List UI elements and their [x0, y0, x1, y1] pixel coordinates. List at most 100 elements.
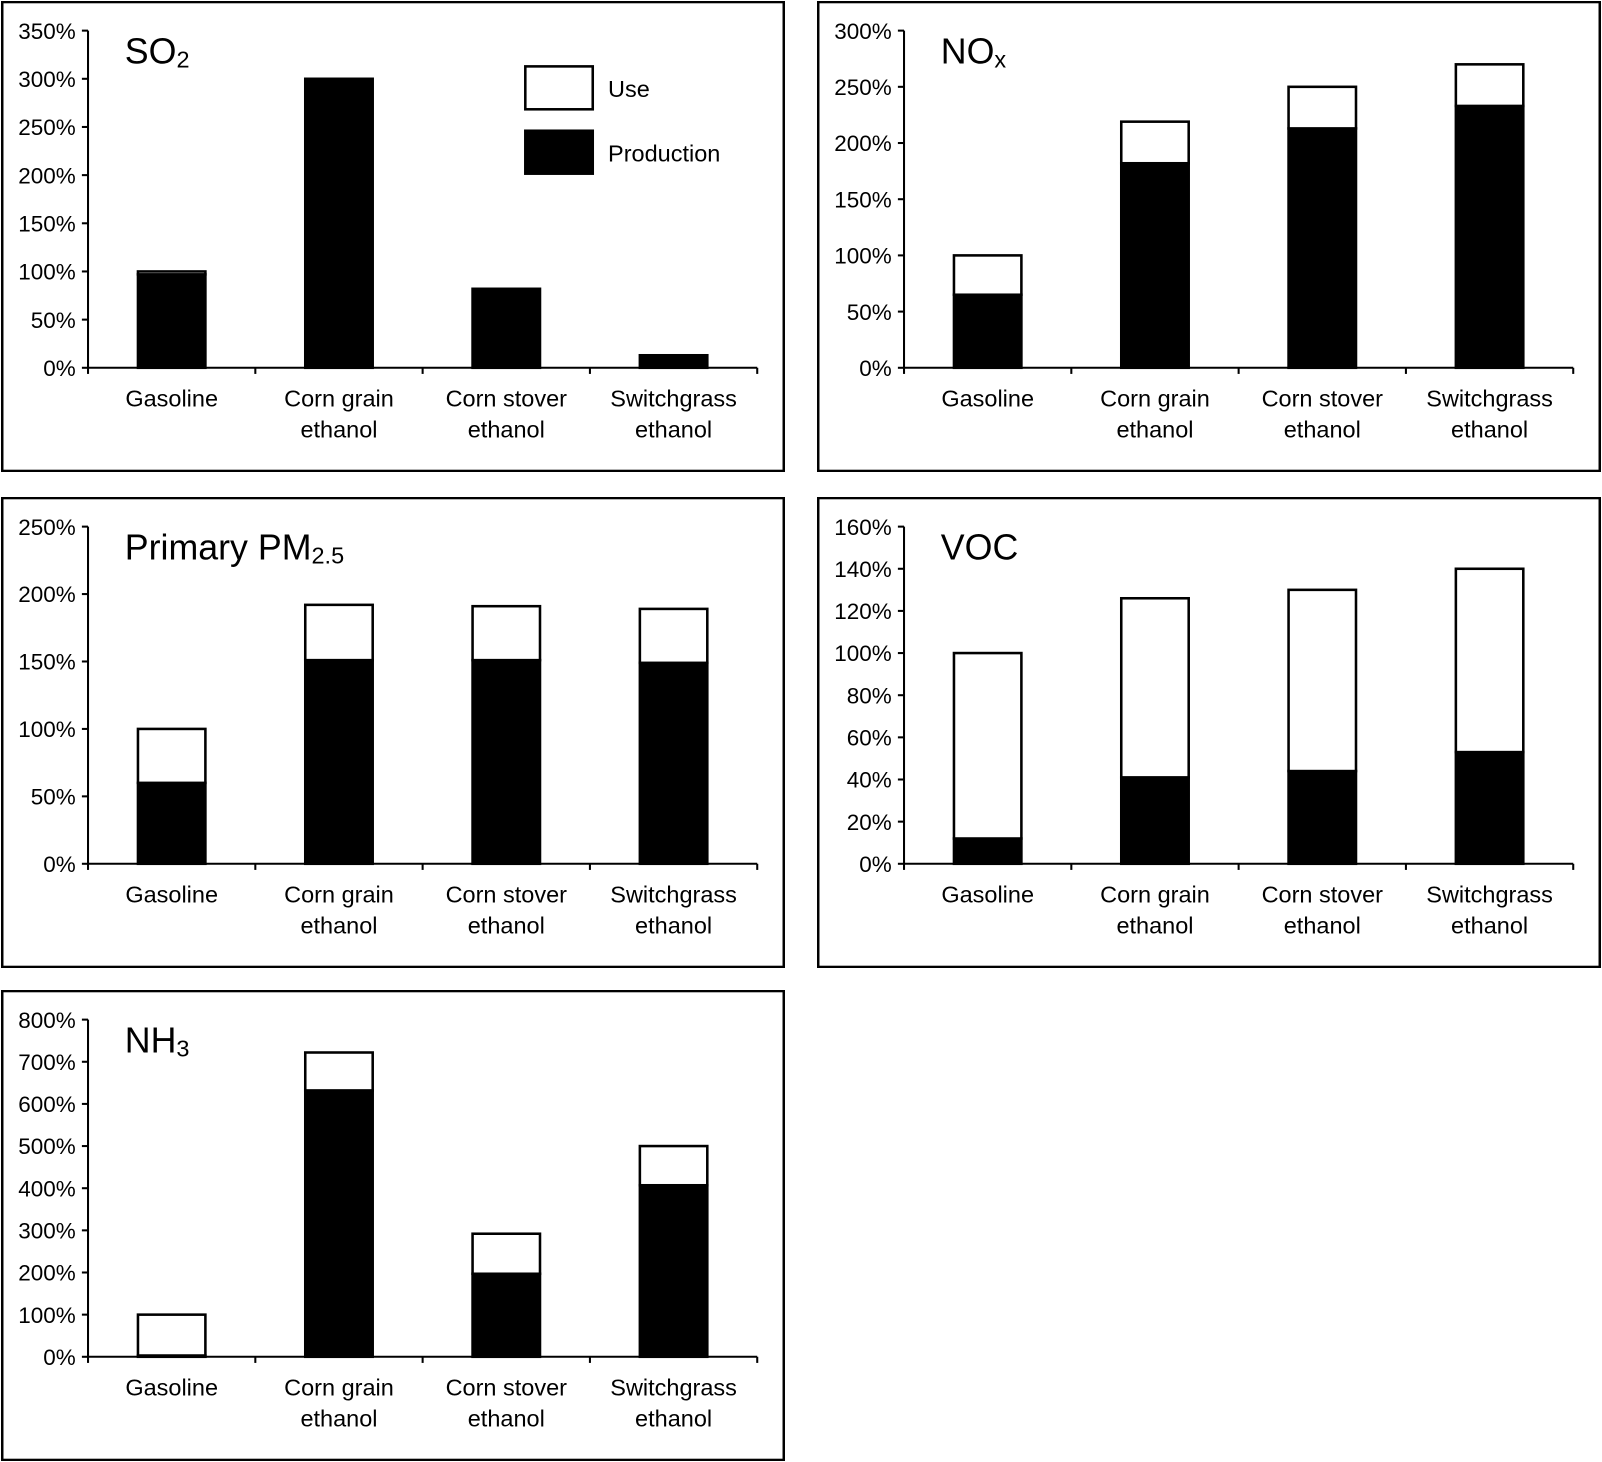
bar-production — [1119, 161, 1190, 370]
bar-use — [303, 1051, 374, 1092]
bar-use — [1119, 596, 1190, 779]
bar-production — [1287, 127, 1358, 370]
bar-production — [638, 353, 709, 370]
x-tick-label: ethanol — [635, 416, 712, 442]
y-tick-label: 150% — [18, 650, 75, 675]
x-tick-label: ethanol — [300, 912, 377, 938]
x-tick-label: Switchgrass — [610, 1375, 737, 1401]
y-tick-label: 160% — [834, 515, 891, 540]
x-tick-label: Corn grain — [284, 1375, 394, 1401]
bar-use — [952, 254, 1023, 297]
y-tick-label: 250% — [18, 115, 75, 140]
y-tick-label: 600% — [18, 1092, 75, 1117]
bar-production — [471, 658, 542, 866]
x-tick-label: Corn grain — [284, 386, 394, 412]
bar-use — [471, 1232, 542, 1276]
y-tick-label: 500% — [18, 1134, 75, 1159]
x-tick-label: ethanol — [1284, 912, 1361, 938]
chart-title: SO2 — [125, 31, 190, 72]
y-tick-label: 150% — [18, 211, 75, 236]
chart-panel-voc: 0% 20% 40% 60% 80% 100% 120% 140% 160% Gasoline Co… — [817, 497, 1601, 968]
legend-label: Production — [608, 140, 720, 166]
y-tick-label: 0% — [859, 852, 891, 877]
bar-production — [303, 77, 374, 370]
bar-production — [1119, 776, 1190, 866]
chart-panel-nh3: 0% 100% 200% 300% 400% 500% 600% 700% 800% Gasoli… — [1, 990, 785, 1461]
x-tick-label: Corn stover — [1262, 386, 1384, 412]
y-tick-label: 20% — [847, 810, 892, 835]
bar-production — [1454, 750, 1525, 866]
bar-use — [638, 1144, 709, 1187]
y-tick-label: 0% — [43, 852, 75, 877]
x-tick-label: Corn grain — [1100, 882, 1210, 908]
bar-use — [1454, 63, 1525, 108]
chart-title: VOC — [941, 527, 1018, 567]
chart-title: NOx — [941, 31, 1007, 72]
x-tick-label: ethanol — [1451, 912, 1528, 938]
x-tick-label: Switchgrass — [1426, 386, 1553, 412]
bar-production — [952, 837, 1023, 866]
x-tick-label: Corn stover — [446, 386, 568, 412]
chart-nh3: 0% 100% 200% 300% 400% 500% 600% 700% 800% Gasoli… — [1, 990, 785, 1461]
x-tick-label: Switchgrass — [1426, 882, 1553, 908]
bar-production — [1287, 769, 1358, 866]
y-tick-label: 200% — [18, 163, 75, 188]
bar-production — [303, 658, 374, 866]
y-tick-label: 120% — [834, 599, 891, 624]
chart-so2: 0% 50% 100% 150% 200% 250% 300% 350% Gasoline Cor… — [1, 1, 785, 472]
x-tick-label: Gasoline — [941, 882, 1034, 908]
y-tick-label: 60% — [847, 726, 892, 751]
y-tick-label: 150% — [834, 187, 891, 212]
y-tick-label: 0% — [859, 356, 891, 381]
x-tick-label: Switchgrass — [610, 386, 737, 412]
bar-use — [1287, 85, 1358, 130]
y-tick-label: 200% — [18, 582, 75, 607]
bar-production — [303, 1089, 374, 1359]
y-tick-label: 200% — [18, 1261, 75, 1286]
chart-title: Primary PM2.5 — [125, 527, 344, 568]
y-tick-label: 200% — [834, 131, 891, 156]
y-tick-label: 100% — [18, 1303, 75, 1328]
legend-swatch-use — [524, 65, 595, 111]
y-tick-label: 100% — [18, 717, 75, 742]
bar-production — [471, 287, 542, 370]
y-tick-label: 50% — [31, 785, 76, 810]
x-tick-label: Corn stover — [446, 882, 568, 908]
y-tick-label: 100% — [834, 244, 891, 269]
bar-use — [136, 270, 207, 276]
bar-production — [1454, 104, 1525, 370]
legend-swatch-production — [524, 129, 595, 175]
bar-use — [136, 727, 207, 785]
bar-production — [638, 661, 709, 866]
y-tick-label: 100% — [834, 641, 891, 666]
x-tick-label: ethanol — [1451, 416, 1528, 442]
x-tick-label: Corn stover — [446, 1375, 568, 1401]
chart-panel-nox: 0% 50% 100% 150% 200% 250% 300% Gasoline Corn gr… — [817, 1, 1601, 472]
bar-use — [303, 603, 374, 662]
x-tick-label: ethanol — [635, 1405, 712, 1431]
bar-use — [136, 1313, 207, 1357]
y-tick-label: 350% — [18, 19, 75, 44]
x-tick-label: Corn stover — [1262, 882, 1384, 908]
y-tick-label: 300% — [834, 19, 891, 44]
y-tick-label: 100% — [18, 260, 75, 285]
x-tick-label: Switchgrass — [610, 882, 737, 908]
y-tick-label: 800% — [18, 1008, 75, 1033]
y-tick-label: 0% — [43, 1345, 75, 1370]
bar-production — [136, 781, 207, 866]
x-tick-label: ethanol — [300, 416, 377, 442]
x-tick-label: Gasoline — [125, 386, 218, 412]
y-tick-label: 300% — [18, 1219, 75, 1244]
y-tick-label: 140% — [834, 557, 891, 582]
y-tick-label: 0% — [43, 356, 75, 381]
y-tick-label: 250% — [18, 515, 75, 540]
bar-production — [638, 1183, 709, 1359]
chart-voc: 0% 20% 40% 60% 80% 100% 120% 140% 160% Gasoline Co… — [817, 497, 1601, 968]
x-tick-label: ethanol — [468, 416, 545, 442]
bar-production — [471, 1272, 542, 1359]
x-tick-label: ethanol — [635, 912, 712, 938]
x-tick-label: Gasoline — [941, 386, 1034, 412]
y-tick-label: 300% — [18, 67, 75, 92]
bar-use — [952, 651, 1023, 840]
x-tick-label: ethanol — [300, 1405, 377, 1431]
